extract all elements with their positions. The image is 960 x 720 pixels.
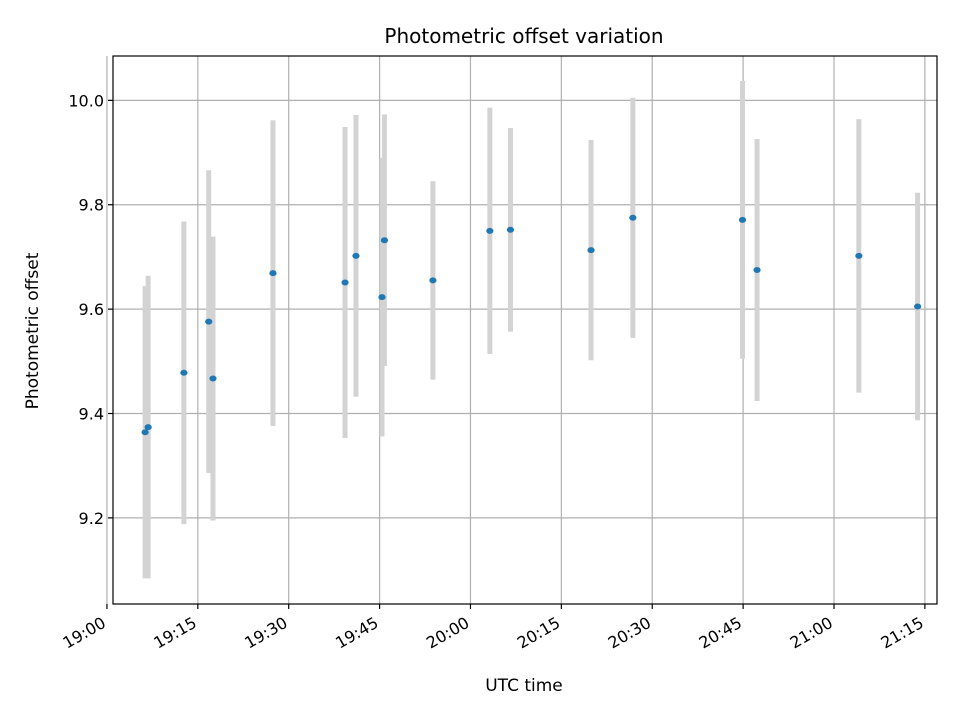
- plot-area-frame: [112, 55, 938, 605]
- x-axis-title: UTC time: [485, 676, 563, 696]
- data-point: [738, 216, 747, 223]
- data-point: [378, 294, 386, 301]
- y-axis-ticks: 9.2 9.4 9.6 9.8 10.0: [68, 91, 113, 528]
- data-point: [141, 429, 149, 436]
- data-point: [629, 214, 637, 221]
- data-points: [141, 214, 922, 436]
- data-point: [855, 252, 863, 259]
- y-tick-label: 9.8: [79, 196, 104, 215]
- data-point: [180, 369, 188, 376]
- data-point: [486, 227, 494, 234]
- data-point: [269, 270, 277, 277]
- y-tick-label: 9.2: [79, 509, 104, 528]
- y-tick-label: 9.6: [79, 300, 104, 319]
- data-point: [205, 318, 213, 325]
- data-point: [352, 252, 360, 259]
- data-point: [341, 279, 349, 286]
- data-point: [429, 277, 437, 284]
- data-point: [209, 375, 217, 382]
- data-point: [144, 424, 152, 431]
- data-point: [380, 237, 389, 244]
- y-tick-label: 10.0: [68, 91, 104, 110]
- data-point: [506, 226, 515, 233]
- y-axis-title: Photometric offset: [23, 252, 43, 409]
- data-point: [914, 303, 922, 310]
- y-tick-label: 9.4: [79, 405, 104, 424]
- data-point: [753, 266, 761, 273]
- data-point: [587, 247, 595, 254]
- chart-title: Photometric offset variation: [384, 24, 663, 48]
